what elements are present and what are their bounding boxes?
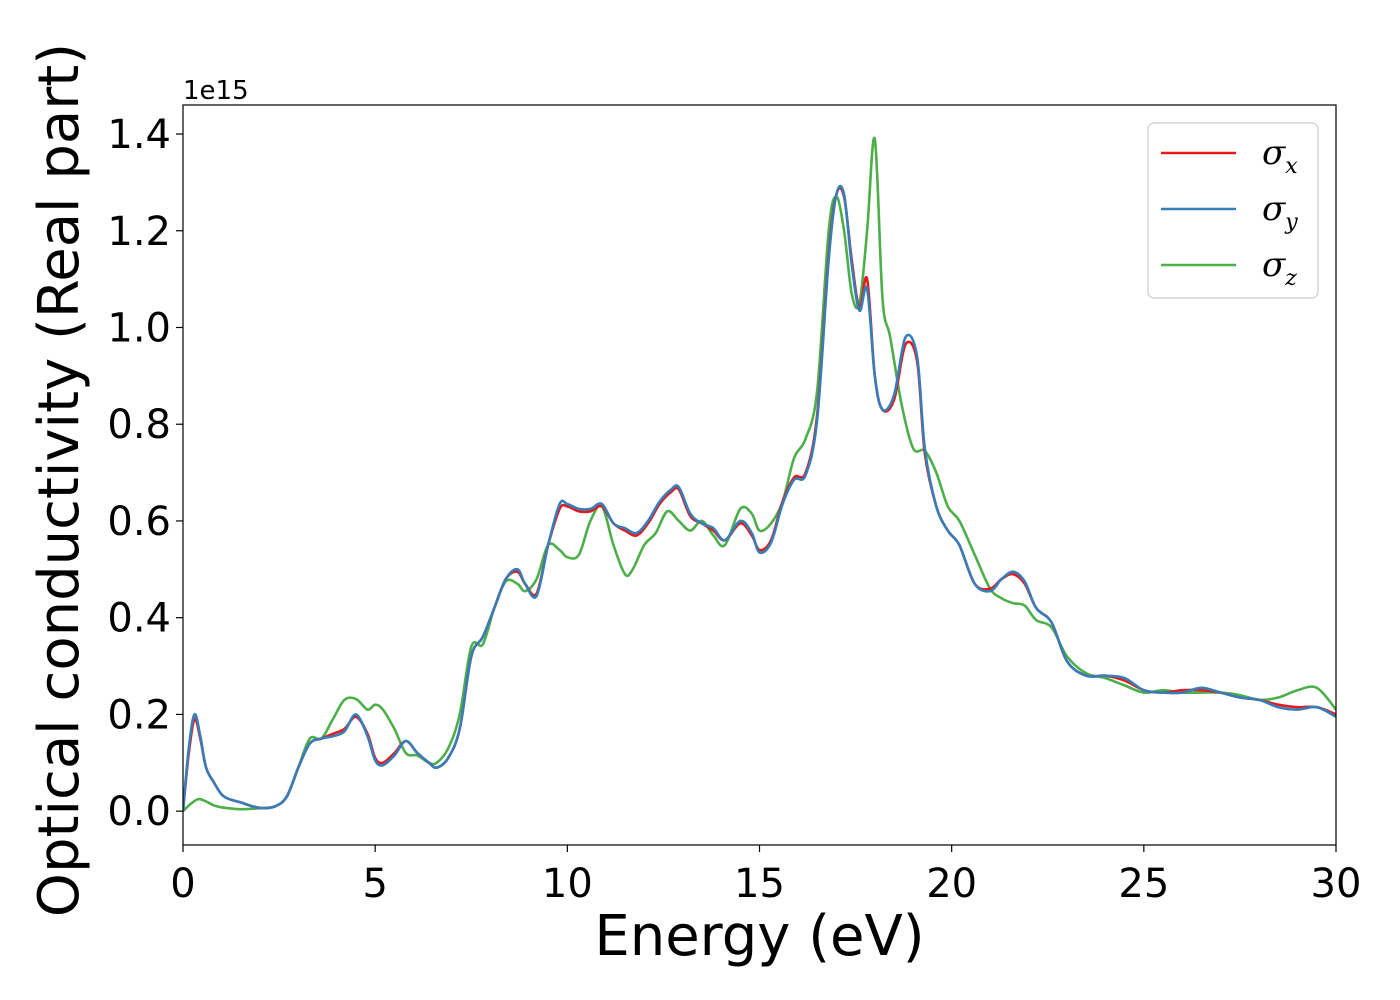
y-tick-label: 0.2 xyxy=(107,692,171,738)
x-axis-title: Energy (eV) xyxy=(594,904,924,969)
y-tick-label: 0.4 xyxy=(107,596,171,642)
x-tick-label: 10 xyxy=(542,861,593,907)
series-line-z xyxy=(183,136,1336,813)
legend-frame xyxy=(1147,122,1319,299)
x-tick-label: 25 xyxy=(1118,861,1169,907)
x-tick-label: 20 xyxy=(926,861,977,907)
y-tick-label: 1.4 xyxy=(107,112,171,158)
legend-label-x: σx xyxy=(1262,133,1298,179)
y-tick-label: 0.8 xyxy=(107,402,171,448)
ticks-layer: 0 5 10 15 20 25 30 0.0 0.2 0.4 0.6 0.8 1.0 1.2 1.4 xyxy=(107,112,1361,907)
x-tick-label: 0 xyxy=(170,861,195,907)
y-tick-label: 1.2 xyxy=(107,209,171,255)
y-offset-label: 1e15 xyxy=(183,76,249,106)
y-axis-title: Optical conductivity (Real part) xyxy=(27,43,92,917)
legend: σx σy σz xyxy=(1147,122,1319,299)
y-tick-label: 0.6 xyxy=(107,499,171,545)
x-tick-label: 30 xyxy=(1311,861,1362,907)
legend-label-y: σy xyxy=(1262,189,1298,235)
y-tick-label: 1.0 xyxy=(107,305,171,351)
x-tick-label: 15 xyxy=(734,861,785,907)
x-tick-label: 5 xyxy=(362,861,387,907)
legend-label-z: σz xyxy=(1262,245,1297,291)
series-line-y xyxy=(183,184,1336,812)
series-layer xyxy=(183,136,1336,813)
y-tick-label: 0.0 xyxy=(107,789,171,835)
